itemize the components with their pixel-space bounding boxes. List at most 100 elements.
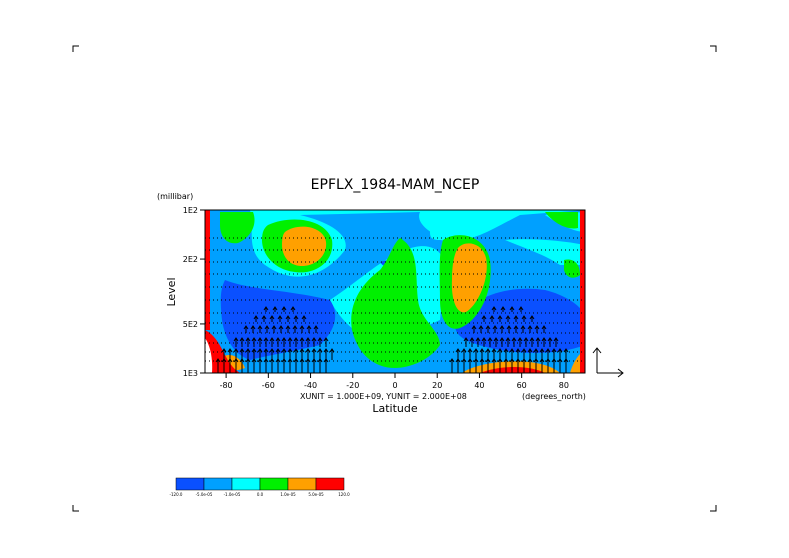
flux-arrowhead [539,348,545,353]
flux-arrowhead [329,348,335,353]
flux-arrowhead [499,337,505,342]
color-bar-label: -120.0 [170,492,183,497]
level-band-orange [282,226,327,266]
flux-arrowhead [489,315,495,320]
flux-arrowhead [285,325,291,330]
flux-arrowhead [277,315,283,320]
flux-arrowhead [557,348,563,353]
flux-arrowhead [527,325,533,330]
flux-arrowhead [513,315,519,320]
flux-arrowhead [493,337,499,342]
flux-arrowhead [269,337,275,342]
flux-arrowhead [500,306,506,311]
x-tick-label: 20 [432,381,442,390]
flux-arrowhead [299,337,305,342]
color-bar-swatch [175,477,205,491]
flux-arrowhead [487,337,493,342]
flux-arrowhead [269,315,275,320]
x-tick-label: -60 [262,381,275,390]
x-tick-label: -80 [220,381,233,390]
flux-arrowhead [463,337,469,342]
flux-arrowhead [499,325,505,330]
flux-arrowhead [272,306,278,311]
flux-arrowhead [541,337,547,342]
flux-arrowhead [275,348,281,353]
flux-arrowhead [285,315,291,320]
x-tick-label: 0 [392,381,397,390]
flux-arrowhead [233,348,239,353]
y-tick-label: 1E2 [183,206,198,215]
flux-arrowhead [455,348,461,353]
flux-arrowhead [553,337,559,342]
x-tick-label: 60 [517,381,527,390]
flux-arrowhead [293,348,299,353]
flux-arrowhead [521,348,527,353]
level-band-green [351,238,440,368]
flux-arrowhead [293,315,299,320]
flux-arrowhead [263,348,269,353]
flux-arrowhead [505,315,511,320]
y-axis-label: Level [165,277,178,306]
flux-arrowhead [515,348,521,353]
flux-arrowhead [503,348,509,353]
x-tick-label: 80 [559,381,569,390]
flux-arrowhead [541,325,547,330]
flux-arrowhead [479,348,485,353]
flux-arrowhead [251,348,257,353]
flux-arrowhead [261,315,267,320]
flux-arrowhead [534,325,540,330]
color-bar-swatch [287,477,317,491]
y-tick-label: 5E2 [183,320,198,329]
color-bar-label: 120.0 [338,492,350,497]
flux-arrowhead [281,337,287,342]
color-bar-swatch [259,477,289,491]
flux-arrowhead [551,348,557,353]
flux-arrowhead [278,325,284,330]
flux-arrowhead [511,337,517,342]
flux-arrowhead [505,337,511,342]
x-tick-label: -20 [346,381,359,390]
flux-arrowhead [545,348,551,353]
reference-vector [592,347,624,378]
flux-arrowhead [481,337,487,342]
x-axis-label: Latitude [372,402,418,415]
flux-arrowhead [293,337,299,342]
flux-arrowhead [491,306,497,311]
flux-arrowhead [287,348,293,353]
y-tick-label: 2E2 [183,255,198,264]
flux-arrowhead [485,325,491,330]
flux-arrowhead [323,348,329,353]
flux-arrowhead [497,315,503,320]
color-bar-swatch [315,477,345,491]
flux-arrowhead [497,348,503,353]
flux-arrowhead [467,348,473,353]
y-tick-label: 1E3 [183,369,198,378]
vector-scale-note: XUNIT = 1.000E+09, YUNIT = 2.000E+08 [300,392,467,401]
flux-arrowhead [290,306,296,311]
flux-arrowhead [313,325,319,330]
flux-arrowhead [257,325,263,330]
contour-field [205,210,585,373]
color-bar-swatch [203,477,233,491]
flux-arrowhead [533,348,539,353]
flux-arrowhead [263,337,269,342]
color-bar-swatch [231,477,261,491]
x-axis: -80 -60 -40 -20 0 20 40 60 80 [220,373,569,390]
flux-arrowhead [221,348,227,353]
flux-arrowhead [245,348,251,353]
color-bar-label: -5.0e-05 [196,492,213,497]
flux-arrowhead [461,348,467,353]
dotted-gridlines [205,237,585,362]
flux-arrowhead [523,337,529,342]
y-axis: 1E2 2E2 5E2 1E3 [183,206,205,378]
flux-arrowhead [535,337,541,342]
chart-title: EPFLX_1984-MAM_NCEP [311,177,480,193]
flux-arrowhead [250,325,256,330]
flux-arrowhead [323,337,329,342]
flux-arrowhead [492,325,498,330]
flux-arrowhead [239,348,245,353]
flux-arrowhead [233,337,239,342]
color-bar: -120.0 -5.0e-05 -1.0e-05 0.0 1.0e-05 5.0e-05 1… [170,477,350,497]
flux-arrowhead [301,315,307,320]
